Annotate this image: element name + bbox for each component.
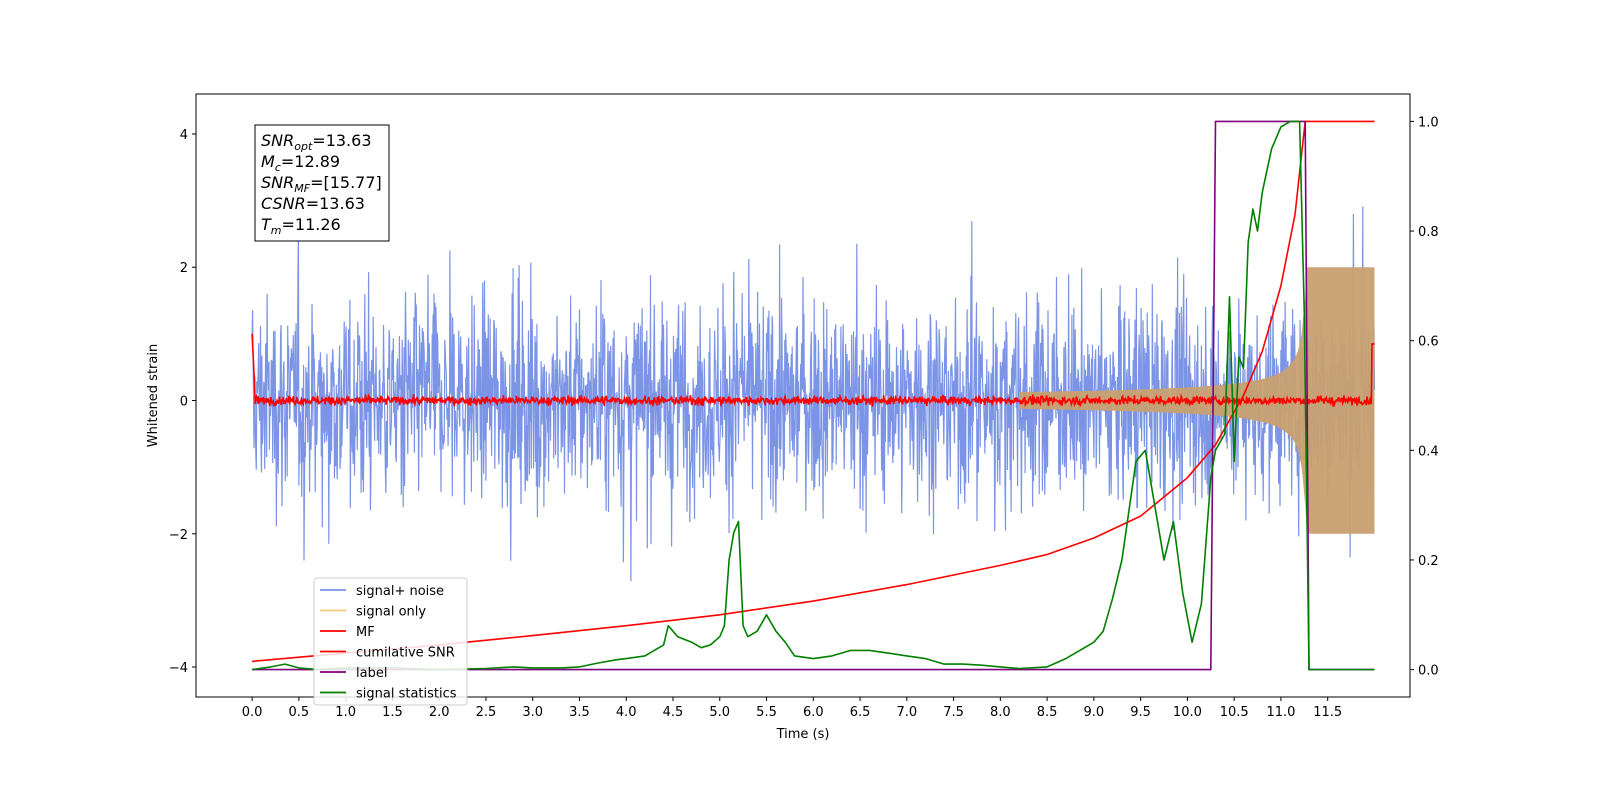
annotation-line: SNRMF=[15.77]	[261, 173, 382, 195]
y2-tick-label: 0.8	[1418, 225, 1439, 240]
x-tick-label: 6.0	[803, 705, 824, 720]
x-tick-label: 10.5	[1220, 705, 1249, 720]
x-tick-label: 4.5	[663, 705, 684, 720]
x-tick-label: 2.5	[476, 705, 497, 720]
legend-label: signal only	[356, 605, 426, 620]
x-tick-label: 11.0	[1266, 705, 1295, 720]
x-tick-label: 0.0	[242, 705, 263, 720]
x-tick-label: 8.0	[990, 705, 1011, 720]
series-cumulative-snr	[252, 120, 1375, 663]
x-tick-label: 1.0	[335, 705, 356, 720]
x-tick-label: 8.5	[1037, 705, 1058, 720]
series-mf	[251, 333, 1375, 408]
x-tick-label: 11.5	[1313, 705, 1342, 720]
x-tick-label: 5.0	[709, 705, 730, 720]
y-tick-label: 2	[180, 261, 188, 276]
x-tick-label: 5.5	[756, 705, 777, 720]
y2-tick-label: 0.0	[1418, 664, 1439, 679]
x-tick-label: 3.0	[522, 705, 543, 720]
x-tick-label: 1.5	[382, 705, 403, 720]
x-tick-label: 2.0	[429, 705, 450, 720]
plot-frame	[195, 93, 1411, 698]
annotation-line: SNRopt=13.63	[261, 131, 372, 153]
legend-label: cumilative SNR	[356, 646, 455, 661]
y2-tick-label: 1.0	[1418, 115, 1439, 130]
series-signal-noise	[251, 206, 1376, 582]
series-signal-statistics	[251, 120, 1375, 671]
annotation-line: Mc=12.89	[261, 152, 340, 174]
x-tick-label: 0.5	[289, 705, 310, 720]
legend	[313, 577, 468, 706]
y2-tick-label: 0.4	[1418, 444, 1439, 459]
y2-tick-label: 0.2	[1418, 554, 1439, 569]
x-tick-label: 10.0	[1173, 705, 1202, 720]
x-tick-label: 7.5	[943, 705, 964, 720]
y-tick-label: −2	[169, 528, 188, 543]
y2-tick-label: 0.6	[1418, 335, 1439, 350]
legend-label: MF	[356, 625, 375, 640]
x-tick-label: 9.0	[1084, 705, 1105, 720]
legend-label: signal+ noise	[356, 584, 444, 599]
x-tick-label: 3.5	[569, 705, 590, 720]
y-tick-label: 0	[180, 394, 188, 409]
annotation-box	[254, 124, 390, 242]
legend-label: signal statistics	[356, 687, 457, 702]
annotation-line: CSNR=13.63	[261, 194, 365, 213]
legend-label: label	[356, 666, 387, 681]
y-tick-label: 4	[180, 128, 188, 143]
annotation-line: Tm=11.26	[261, 215, 341, 237]
x-tick-label: 7.0	[896, 705, 917, 720]
y-tick-label: −4	[169, 661, 188, 676]
x-axis-label: Time (s)	[776, 727, 830, 742]
x-tick-label: 6.5	[850, 705, 871, 720]
x-tick-label: 9.5	[1130, 705, 1151, 720]
x-tick-label: 4.0	[616, 705, 637, 720]
y-axis-label: Whitened strain	[146, 344, 161, 447]
